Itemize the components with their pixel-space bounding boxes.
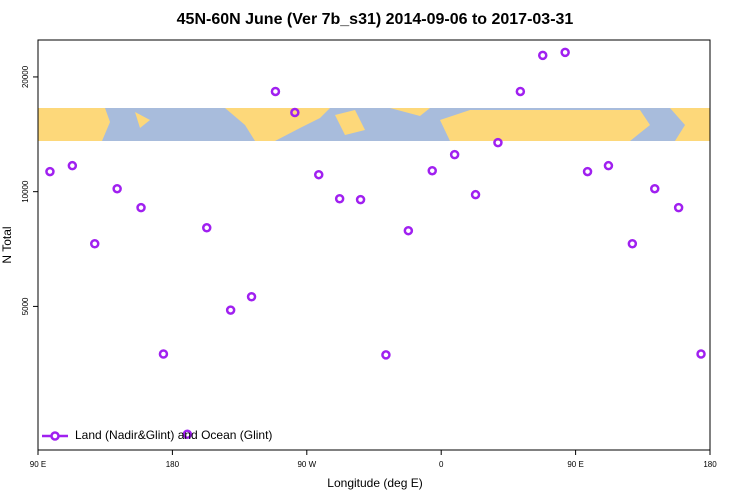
x-tick-label: 180 [703, 460, 717, 469]
y-tick-label: 10000 [21, 180, 30, 203]
point [493, 137, 503, 148]
point [182, 429, 193, 439]
point [649, 183, 660, 194]
point [201, 223, 212, 233]
x-tick-label: 0 [439, 460, 444, 469]
point [627, 239, 638, 249]
point [67, 160, 78, 171]
point [515, 86, 526, 97]
point [470, 189, 481, 200]
x-tick-label: 90 W [297, 460, 316, 469]
point [136, 202, 146, 213]
point [560, 47, 570, 58]
point [112, 183, 122, 194]
y-axis-label: N Total [0, 226, 14, 263]
point [355, 194, 366, 205]
point [537, 50, 548, 61]
y-tick-label: 20000 [21, 65, 30, 88]
point [313, 169, 324, 180]
point [225, 305, 236, 315]
chart-title: 45N-60N June (Ver 7b_s31) 2014-09-06 to … [177, 11, 574, 28]
x-tick-label: 180 [166, 460, 180, 469]
point [270, 86, 281, 97]
point [449, 149, 460, 160]
map-strip [38, 108, 710, 141]
point [89, 239, 100, 249]
point [246, 292, 257, 302]
point [582, 166, 593, 177]
point [334, 194, 345, 204]
legend-label: Land (Nadir&Glint) and Ocean (Glint) [75, 428, 272, 442]
plot-frame [37, 39, 711, 451]
point [381, 350, 391, 360]
point [427, 165, 437, 176]
point [290, 107, 300, 118]
legend-marker [50, 431, 60, 441]
y-tick-label: 5000 [21, 297, 30, 315]
point [603, 160, 614, 171]
x-tick-label: 90 E [30, 460, 46, 469]
x-axis-label: Longitude (deg E) [327, 476, 422, 490]
point [158, 349, 169, 359]
x-tick-label: 90 E [567, 460, 583, 469]
point [696, 349, 706, 359]
point [403, 225, 414, 236]
point [45, 166, 55, 177]
point [673, 202, 684, 213]
